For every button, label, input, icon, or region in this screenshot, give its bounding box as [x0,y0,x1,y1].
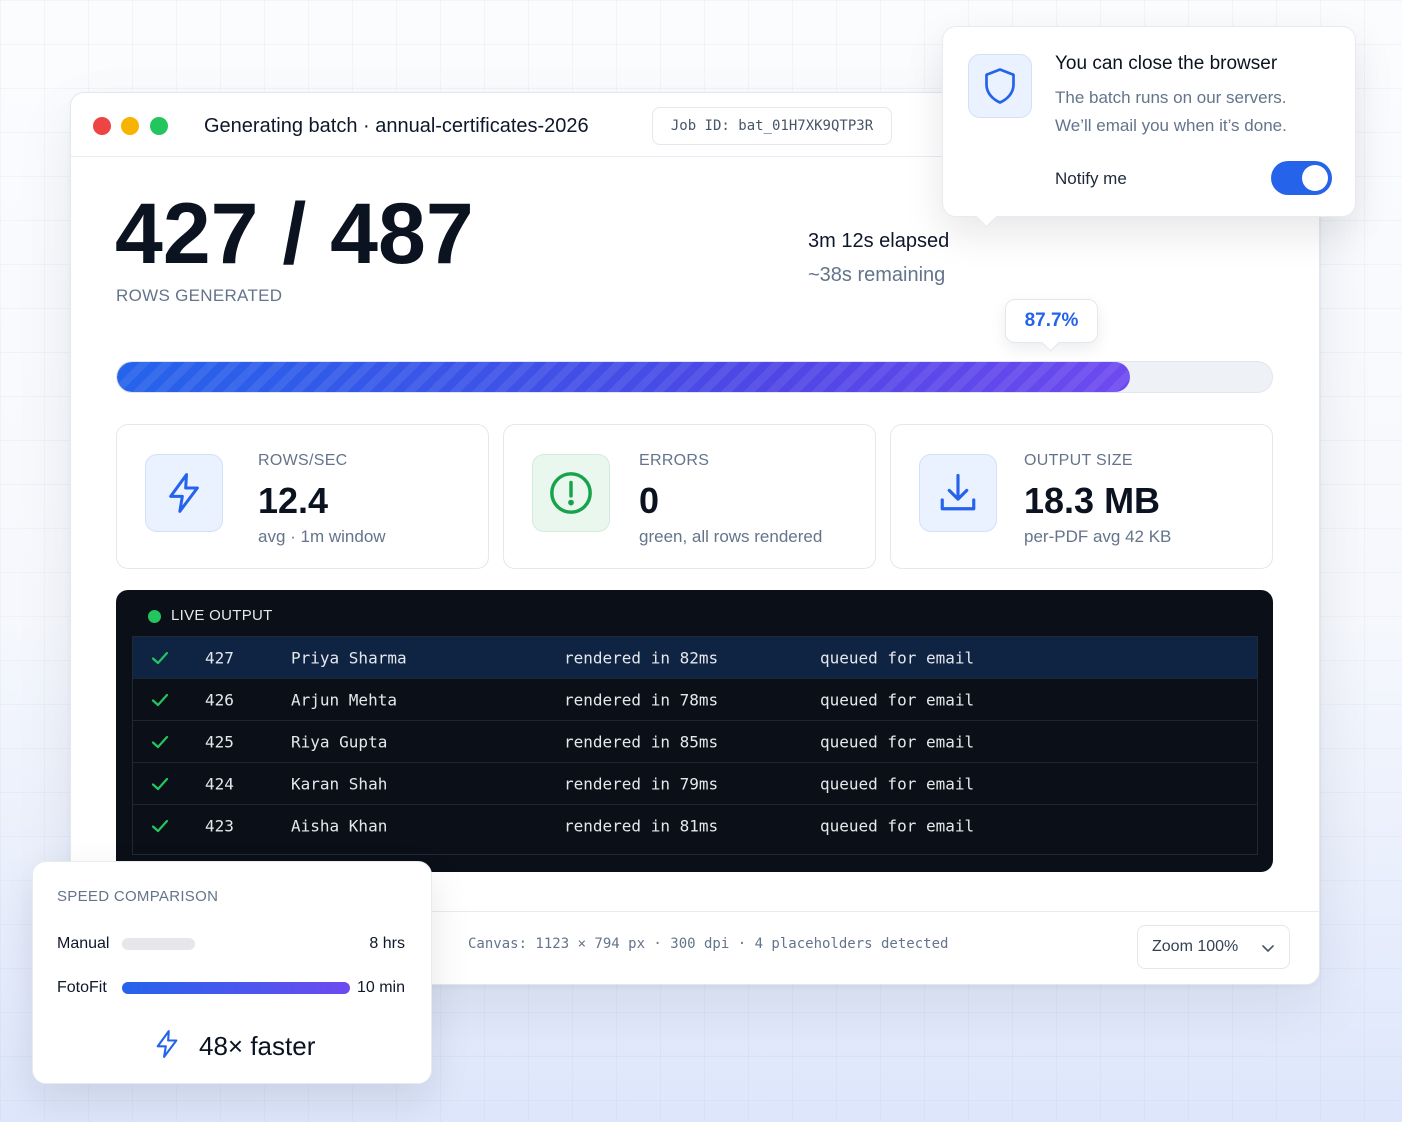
log-row-render-time: rendered in 81ms [564,816,719,836]
job-id-badge[interactable]: Job ID: bat_01H7XK9QTP3R [652,107,892,145]
canvas-info: Canvas: 1123 × 794 px · 300 dpi · 4 plac… [468,936,949,952]
fotofit-value: 10 min [356,979,405,996]
manual-value: 8 hrs [369,935,405,952]
log-row-number: 426 [205,690,234,709]
check-icon [151,775,169,793]
log-row-render-time: rendered in 82ms [564,648,719,667]
fotofit-bar [122,982,350,994]
stat-card-errors: ERRORS 0 green, all rows rendered [503,424,876,569]
log-row-name: Riya Gupta [291,732,388,751]
window-title: Generating batch · annual-certificates-2… [204,115,589,137]
log-row-status: queued for email [820,774,975,793]
lightning-icon [153,1028,181,1065]
rows-count: 427 / 487 [115,186,474,282]
stat-value: 0 [639,480,660,521]
log-row-name: Priya Sharma [291,648,407,667]
check-icon [151,691,169,709]
shield-icon [968,54,1032,118]
log-row-status: queued for email [820,732,975,751]
log-row-render-time: rendered in 79ms [564,774,719,793]
log-row[interactable]: 423 Aisha Khan rendered in 81ms queued f… [133,805,1257,847]
stat-value: 12.4 [258,480,329,521]
chevron-down-icon [1261,941,1275,960]
live-indicator-dot [148,610,161,623]
log-row-status: queued for email [820,648,975,667]
alert-circle-icon [532,454,610,532]
footer-divider [71,911,1319,912]
batch-window: Generating batch · annual-certificates-2… [70,92,1320,985]
faster-summary: 48× faster [153,1028,315,1065]
zoom-value: Zoom 100% [1152,938,1239,955]
log-row[interactable]: 426 Arjun Mehta rendered in 78ms queued … [133,679,1257,721]
check-icon [151,649,169,667]
rows-count-label: ROWS GENERATED [116,286,283,305]
stat-card-rows-per-sec: ROWS/SEC 12.4 avg · 1m window [116,424,489,569]
download-icon [919,454,997,532]
log-row-render-time: rendered in 85ms [564,732,719,751]
log-row-status: queued for email [820,816,975,836]
notice-body-line: We’ll email you when it’s done. [1055,116,1287,135]
stat-label: OUTPUT SIZE [1024,452,1133,469]
log-row-name: Karan Shah [291,774,388,793]
maximize-window-button[interactable] [150,117,168,135]
stat-label: ERRORS [639,452,710,469]
toggle-knob [1302,165,1328,191]
fotofit-label: FotoFit [57,979,107,996]
log-row-number: 424 [205,774,234,793]
manual-bar [122,938,195,950]
window-titlebar: Generating batch · annual-certificates-2… [71,93,1319,157]
check-icon [151,817,169,835]
manual-label: Manual [57,935,110,952]
log-row-number: 425 [205,732,234,751]
notice-body-line: The batch runs on our servers. [1055,88,1287,107]
notice-title: You can close the browser [1055,53,1278,74]
log-row-status: queued for email [820,690,975,709]
log-row-name: Arjun Mehta [291,690,397,709]
progress-percent-bubble: 87.7% [1005,299,1098,343]
stat-subtext: avg · 1m window [258,527,386,546]
live-output-console: LIVE OUTPUT 427 Priya Sharma rendered in… [116,590,1273,872]
log-list: 427 Priya Sharma rendered in 82ms queued… [132,636,1258,855]
log-row-number: 423 [205,816,234,836]
stat-subtext: per-PDF avg 42 KB [1024,527,1172,546]
log-row[interactable]: 427 Priya Sharma rendered in 82ms queued… [133,637,1257,679]
notify-me-toggle[interactable] [1271,161,1332,195]
log-row-number: 427 [205,648,234,667]
stat-label: ROWS/SEC [258,452,348,469]
progress-bar-fill [117,362,1130,392]
stat-subtext: green, all rows rendered [639,527,823,546]
close-window-button[interactable] [93,117,111,135]
check-icon [151,733,169,751]
stat-value: 18.3 MB [1024,480,1161,521]
speed-comparison-card: SPEED COMPARISON Manual 8 hrs FotoFit 10… [32,861,432,1084]
progress-bar [116,361,1273,393]
remaining-time: ~38s remaining [808,264,946,286]
stat-card-output-size: OUTPUT SIZE 18.3 MB per-PDF avg 42 KB [890,424,1273,569]
log-row[interactable]: 425 Riya Gupta rendered in 85ms queued f… [133,721,1257,763]
faster-text: 48× faster [199,1031,316,1061]
close-browser-notice: You can close the browser The batch runs… [942,26,1356,217]
minimize-window-button[interactable] [121,117,139,135]
notify-me-label: Notify me [1055,169,1127,188]
log-row-name: Aisha Khan [291,816,388,836]
zoom-select[interactable]: Zoom 100% [1137,925,1290,969]
log-row-render-time: rendered in 78ms [564,690,719,709]
speed-comparison-title: SPEED COMPARISON [57,888,219,905]
live-output-label: LIVE OUTPUT [171,607,273,624]
lightning-icon [145,454,223,532]
log-row[interactable]: 424 Karan Shah rendered in 79ms queued f… [133,763,1257,805]
elapsed-time: 3m 12s elapsed [808,230,950,252]
